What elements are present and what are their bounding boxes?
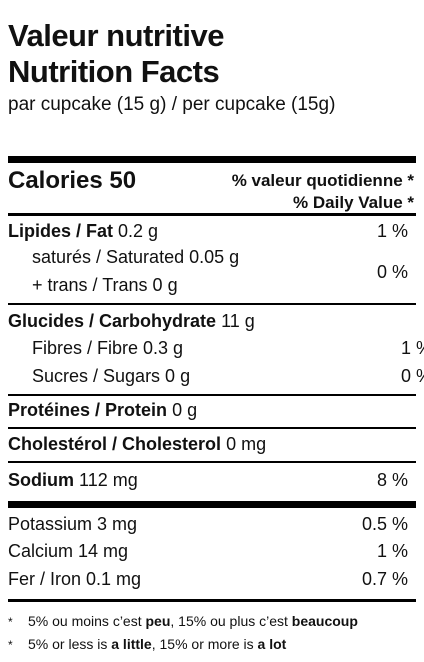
saturated-label: saturés / Saturated 0.05 g bbox=[32, 247, 240, 267]
sugars-pct: 0 % bbox=[400, 366, 424, 386]
fibre-pct: 1 % bbox=[400, 338, 424, 358]
protein-label: Protéines / Protein bbox=[8, 400, 168, 420]
iron-pct: 0.7 % bbox=[361, 569, 408, 589]
sodium-amount: 112 mg bbox=[79, 470, 138, 490]
carb-label: Glucides / Carbohydrate bbox=[8, 311, 217, 331]
protein-row: Protéines / Protein 0 g bbox=[8, 399, 416, 421]
footnote-en: * 5% or less is a little, 15% or more is … bbox=[8, 634, 416, 655]
footnote-text: 5% or less is bbox=[28, 636, 112, 652]
carb-row: Glucides / Carbohydrate 11 g bbox=[8, 310, 416, 332]
title-en: Nutrition Facts bbox=[8, 54, 220, 89]
divider bbox=[8, 394, 416, 396]
medium-rule bbox=[8, 599, 416, 602]
sugars-label: Sucres / Sugars 0 g bbox=[32, 366, 191, 386]
medium-rule bbox=[8, 213, 416, 216]
potassium-row: Potassium 3 mg 0.5 % bbox=[8, 513, 416, 535]
footnote-fr: * 5% ou moins c’est peu, 15% ou plus c’es… bbox=[8, 611, 416, 632]
calcium-pct: 1 % bbox=[376, 541, 408, 561]
fibre-label: Fibres / Fibre 0.3 g bbox=[32, 338, 184, 358]
saturated-row: saturés / Saturated 0.05 g bbox=[8, 246, 424, 268]
calories-label: Calories 50 bbox=[8, 167, 137, 194]
footnote-emphasis: beaucoup bbox=[291, 613, 358, 629]
cholesterol-amount: 0 mg bbox=[226, 434, 267, 454]
fat-amount: 0.2 g bbox=[118, 221, 159, 241]
asterisk: * bbox=[8, 638, 13, 652]
fat-pct: 1 % bbox=[376, 221, 408, 241]
trans-label: + trans / Trans 0 g bbox=[32, 275, 178, 295]
cholesterol-label: Cholestérol / Cholesterol bbox=[8, 434, 222, 454]
footnote-text: , 15% or more is bbox=[151, 636, 258, 652]
title-fr: Valeur nutritive bbox=[8, 18, 224, 53]
protein-amount: 0 g bbox=[172, 400, 198, 420]
divider bbox=[8, 461, 416, 463]
thick-rule bbox=[8, 156, 416, 163]
footnote-text: , 15% ou plus c’est bbox=[170, 613, 292, 629]
trans-row: + trans / Trans 0 g bbox=[8, 274, 424, 296]
serving-size: par cupcake (15 g) / per cupcake (15g) bbox=[8, 94, 336, 115]
fibre-row: Fibres / Fibre 0.3 g 1 % bbox=[8, 337, 424, 359]
calcium-row: Calcium 14 mg 1 % bbox=[8, 540, 416, 562]
sodium-row: Sodium 112 mg 8 % bbox=[8, 469, 416, 491]
iron-label: Fer / Iron 0.1 mg bbox=[8, 569, 142, 589]
potassium-pct: 0.5 % bbox=[361, 514, 408, 534]
cholesterol-row: Cholestérol / Cholesterol 0 mg bbox=[8, 433, 416, 455]
sugars-row: Sucres / Sugars 0 g 0 % bbox=[8, 365, 424, 387]
nutrition-title: Valeur nutritive Nutrition Facts par cup… bbox=[8, 18, 416, 116]
divider bbox=[8, 303, 416, 305]
sodium-pct: 8 % bbox=[376, 470, 408, 490]
sat-trans-pct: 0 % bbox=[376, 262, 408, 282]
daily-value-header-en: % Daily Value * bbox=[293, 193, 414, 212]
thick-rule bbox=[8, 501, 416, 508]
daily-value-header: % valeur quotidienne * % Daily Value * bbox=[232, 170, 414, 214]
daily-value-header-fr: % valeur quotidienne * bbox=[231, 171, 414, 190]
divider bbox=[8, 427, 416, 429]
fat-row: Lipides / Fat 0.2 g 1 % bbox=[8, 220, 416, 242]
footnote-text: 5% ou moins c’est bbox=[28, 613, 146, 629]
iron-row: Fer / Iron 0.1 mg 0.7 % bbox=[8, 568, 416, 590]
calories-row: Calories 50 % valeur quotidienne * % Dai… bbox=[8, 167, 416, 213]
potassium-label: Potassium 3 mg bbox=[8, 514, 138, 534]
footnote-emphasis: a little bbox=[111, 636, 152, 652]
calcium-label: Calcium 14 mg bbox=[8, 541, 129, 561]
asterisk: * bbox=[8, 615, 13, 629]
fat-label: Lipides / Fat bbox=[8, 221, 114, 241]
sodium-label: Sodium bbox=[8, 470, 74, 490]
carb-amount: 11 g bbox=[221, 311, 255, 331]
footnote-emphasis: peu bbox=[145, 613, 171, 629]
footnote-emphasis: a lot bbox=[257, 636, 287, 652]
